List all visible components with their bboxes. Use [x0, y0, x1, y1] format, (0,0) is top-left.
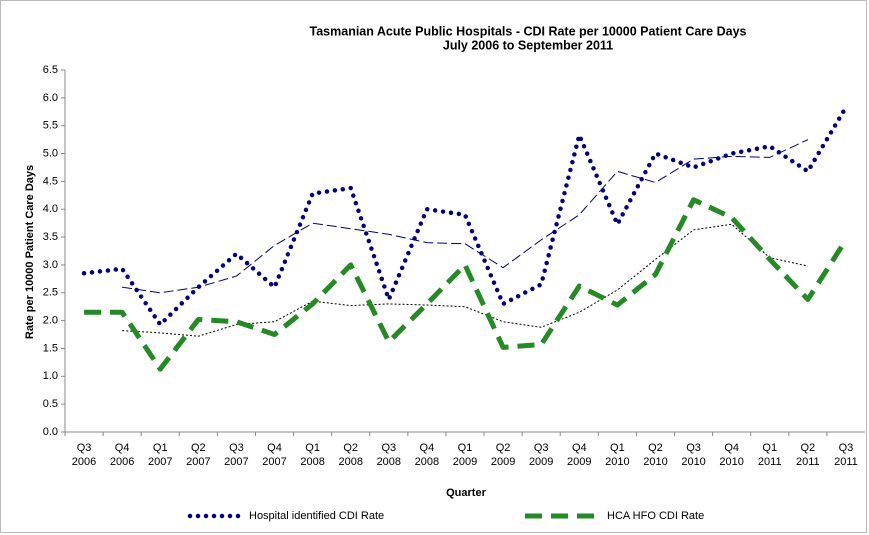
y-tick-label: 0.0	[43, 426, 58, 438]
x-tick-label: Q3 2009	[529, 442, 553, 468]
x-tick-label: Q1 2010	[605, 442, 629, 468]
y-tick-label: 5.0	[43, 147, 58, 159]
x-tick-label: Q4 2009	[567, 442, 591, 468]
x-tick-label: Q4 2006	[110, 442, 134, 468]
x-tick-label: Q2 2008	[338, 442, 362, 468]
x-tick-label: Q4 2010	[719, 442, 743, 468]
x-tick-label: Q4 2008	[415, 442, 439, 468]
y-tick-label: 1.0	[43, 370, 58, 382]
y-tick-label: 3.0	[43, 259, 58, 271]
y-tick-label: 6.5	[43, 64, 58, 76]
x-tick-label: Q2 2010	[643, 442, 667, 468]
x-tick-label: Q3 2007	[224, 442, 248, 468]
x-tick-label: Q2 2011	[796, 442, 820, 468]
x-tick-label: Q2 2009	[491, 442, 515, 468]
x-tick-label: Q1 2007	[148, 442, 172, 468]
x-tick-label: Q3 2011	[834, 442, 858, 468]
x-tick-label: Q1 2011	[758, 442, 782, 468]
x-tick-label: Q1 2008	[300, 442, 324, 468]
trend-line	[122, 223, 808, 337]
chart-title: Tasmanian Acute Public Hospitals - CDI R…	[310, 24, 747, 38]
y-tick-label: 2.5	[43, 287, 58, 299]
x-tick-label: Q4 2007	[262, 442, 286, 468]
y-tick-label: 2.0	[43, 315, 58, 327]
x-tick-label: Q3 2008	[377, 442, 401, 468]
x-tick-label: Q1 2009	[453, 442, 477, 468]
y-tick-label: 4.5	[43, 175, 58, 187]
trend-line	[122, 139, 809, 294]
y-tick-label: 0.5	[43, 398, 58, 410]
x-axis-title: Quarter	[446, 487, 486, 499]
x-tick-label: Q3 2010	[681, 442, 705, 468]
legend-label: Hospital identified CDI Rate	[249, 510, 384, 522]
y-axis-title: Rate per 10000 Patient Care Days	[24, 165, 36, 339]
x-tick-label: Q2 2007	[186, 442, 210, 468]
series-line	[81, 105, 849, 327]
series-line	[84, 197, 849, 372]
x-tick-label: Q3 2006	[72, 442, 96, 468]
y-tick-label: 6.0	[43, 92, 58, 104]
chart-subtitle: July 2006 to September 2011	[443, 38, 613, 52]
legend-label: HCA HFO CDI Rate	[607, 510, 704, 522]
y-tick-label: 4.0	[43, 203, 58, 215]
y-tick-label: 1.5	[43, 342, 58, 354]
y-tick-label: 5.5	[43, 120, 58, 132]
y-tick-label: 3.5	[43, 231, 58, 243]
